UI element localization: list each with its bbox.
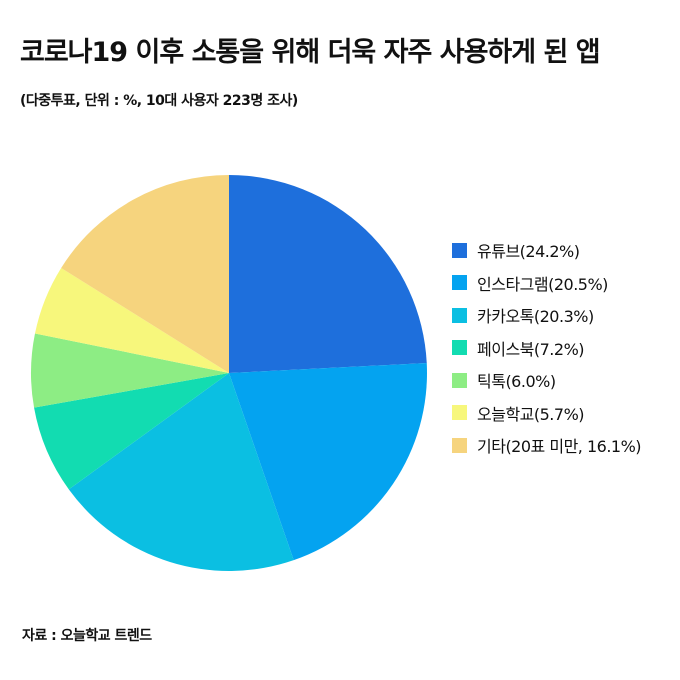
legend-item: 기타(20표 미만, 16.1%) bbox=[452, 423, 642, 468]
legend-item: 인스타그램(20.5%) bbox=[452, 261, 641, 306]
source-note: 자료 : 오늘학교 트렌드 bbox=[22, 628, 152, 644]
legend-item: 틱톡(6.0%) bbox=[452, 358, 641, 403]
pie-slice-1 bbox=[229, 175, 427, 373]
page-title: 코로나19 이후 소통을 위해 더욱 자주 사용하게 된 앱 bbox=[20, 37, 601, 68]
legend-label: 인스타그램(20.5%) bbox=[477, 274, 608, 294]
legend-label: 카카오톡(20.3%) bbox=[477, 307, 594, 327]
chart-legend: 유튜브(24.2%) 인스타그램(20.5%) 카카오톡(20.3%) 페이스북(7.… bbox=[452, 228, 642, 468]
legend-label: 틱톡(6.0%) bbox=[477, 372, 556, 392]
legend-label: 오늘학교(5.7%) bbox=[477, 404, 585, 424]
pie-slice-5 bbox=[31, 333, 229, 408]
pie-slice-4 bbox=[34, 373, 230, 490]
legend-swatch bbox=[452, 307, 467, 323]
legend-label: 기타(20표 미만, 16.1%) bbox=[477, 437, 642, 457]
legend-item: 오늘학교(5.7%) bbox=[452, 391, 641, 436]
legend-swatch bbox=[452, 275, 467, 291]
legend-swatch bbox=[452, 242, 467, 258]
legend-label: 유튜브(24.2%) bbox=[477, 242, 580, 262]
legend-label: 페이스북(7.2%) bbox=[477, 339, 585, 359]
pie-slice-2 bbox=[229, 363, 427, 561]
pie-slice-7 bbox=[61, 175, 229, 373]
pie-slices bbox=[31, 175, 427, 571]
legend-item: 유튜브(24.2%) bbox=[452, 228, 641, 273]
pie-slice-3 bbox=[68, 373, 294, 571]
pie-slice-6 bbox=[34, 267, 229, 373]
legend-swatch bbox=[452, 405, 467, 421]
legend-swatch bbox=[452, 437, 467, 453]
legend-item: 페이스북(7.2%) bbox=[452, 326, 641, 371]
legend-swatch bbox=[452, 372, 467, 388]
chart-subtitle: (다중투표, 단위 : %, 10대 사용자 223명 조사) bbox=[20, 93, 298, 109]
legend-swatch bbox=[452, 340, 467, 356]
legend-item: 카카오톡(20.3%) bbox=[452, 293, 641, 338]
